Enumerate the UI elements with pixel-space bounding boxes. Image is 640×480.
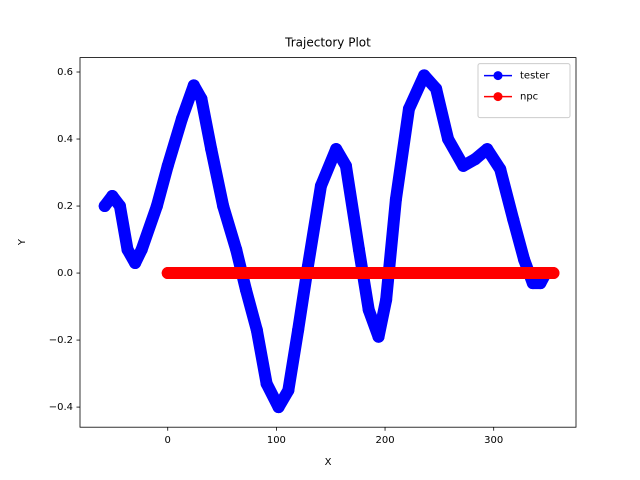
legend-label: tester bbox=[520, 71, 550, 82]
marker bbox=[352, 243, 365, 256]
legend: tester npc bbox=[477, 63, 571, 119]
series bbox=[98, 69, 552, 414]
plot-frame bbox=[79, 57, 577, 428]
marker bbox=[250, 324, 263, 337]
marker bbox=[518, 253, 531, 266]
marker bbox=[175, 112, 188, 125]
y-tick-label: 0.4 bbox=[57, 134, 73, 145]
legend-marker bbox=[493, 92, 503, 102]
marker bbox=[272, 401, 285, 414]
x-tick-label: 200 bbox=[375, 435, 394, 446]
marker bbox=[442, 133, 455, 146]
marker bbox=[121, 243, 134, 256]
marker bbox=[129, 257, 142, 270]
marker bbox=[230, 243, 243, 256]
legend-label: npc bbox=[520, 92, 538, 103]
marker bbox=[418, 69, 431, 82]
y-tick-label: 0.2 bbox=[57, 201, 73, 212]
series-line bbox=[98, 69, 552, 414]
marker bbox=[282, 384, 295, 397]
chart-title: Trajectory Plot bbox=[284, 36, 371, 50]
marker bbox=[217, 200, 230, 213]
x-tick-label: 300 bbox=[484, 435, 503, 446]
marker bbox=[457, 159, 470, 172]
marker bbox=[469, 153, 482, 166]
marker bbox=[402, 102, 415, 115]
marker bbox=[330, 143, 343, 156]
marker bbox=[430, 82, 443, 95]
marker bbox=[547, 267, 560, 280]
series bbox=[161, 267, 560, 280]
marker bbox=[481, 143, 494, 156]
marker bbox=[150, 200, 163, 213]
marker bbox=[507, 213, 520, 226]
marker bbox=[195, 92, 208, 105]
y-tick-label: 0.6 bbox=[57, 67, 73, 78]
marker bbox=[239, 283, 252, 296]
marker bbox=[339, 159, 352, 172]
y-tick-label: 0.0 bbox=[57, 268, 73, 279]
marker bbox=[113, 200, 126, 213]
marker bbox=[135, 243, 148, 256]
marker bbox=[161, 159, 174, 172]
y-tick-label: −0.4 bbox=[49, 402, 73, 413]
y-tick-label: −0.2 bbox=[49, 335, 73, 346]
legend-marker bbox=[493, 71, 503, 81]
marker bbox=[187, 79, 200, 92]
marker bbox=[362, 303, 375, 316]
marker bbox=[534, 277, 547, 290]
marker bbox=[98, 200, 111, 213]
x-tick-label: 0 bbox=[165, 435, 171, 446]
marker bbox=[372, 330, 385, 343]
marker bbox=[314, 179, 327, 192]
x-axis-label: X bbox=[325, 457, 332, 468]
marker bbox=[106, 189, 119, 202]
marker bbox=[205, 143, 218, 156]
y-axis-label: Y bbox=[17, 238, 28, 246]
marker bbox=[494, 163, 507, 176]
marker bbox=[292, 324, 305, 337]
marker bbox=[260, 377, 273, 390]
marker bbox=[380, 293, 393, 306]
x-tick-label: 100 bbox=[267, 435, 286, 446]
marker bbox=[389, 193, 402, 206]
